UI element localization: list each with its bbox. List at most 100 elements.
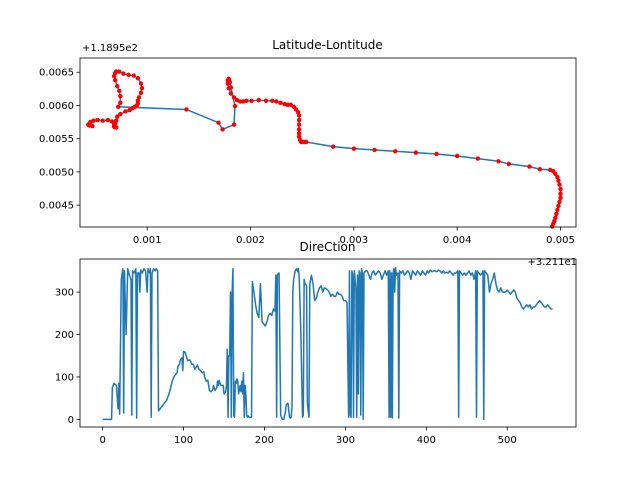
- direction-x-tick-label: 100: [174, 435, 193, 446]
- latlon-point: [123, 109, 128, 114]
- latlon-point: [226, 85, 231, 91]
- latlon-point: [413, 150, 419, 155]
- latlon-point: [116, 104, 121, 109]
- latlon-point: [231, 122, 237, 127]
- latlon-data: [86, 69, 563, 229]
- latlon-x-offset-label: +3.211e1: [527, 257, 577, 268]
- direction-x-tick-label: 0: [99, 435, 105, 446]
- latlon-point: [434, 151, 439, 157]
- latlon-point: [304, 139, 309, 145]
- latlon-x-tick-label: 0.004: [443, 235, 472, 246]
- latlon-frame: [79, 57, 577, 228]
- latlon-point: [296, 117, 302, 123]
- latlon-point: [274, 99, 279, 104]
- latlon-point: [553, 215, 558, 220]
- latlon-point: [135, 76, 141, 81]
- latlon-point: [506, 161, 512, 167]
- latlon-point: [111, 74, 117, 79]
- latlon-point: [184, 107, 189, 112]
- latlon-point: [249, 98, 254, 103]
- latlon-point: [112, 77, 118, 83]
- latlon-point: [105, 117, 111, 123]
- latlon-point: [91, 118, 96, 123]
- latlon-point: [558, 186, 563, 192]
- latlon-y-offset-label: +1.1895e2: [82, 43, 138, 54]
- latlon-point: [527, 164, 532, 169]
- latlon-point: [138, 90, 144, 96]
- latlon-point: [555, 207, 560, 212]
- latlon-point: [392, 149, 398, 154]
- latlon-x-tick-label: 0.002: [236, 235, 265, 246]
- latlon-point: [237, 99, 243, 104]
- latlon-point: [496, 159, 501, 164]
- latlon-point: [296, 131, 302, 136]
- direction-series-line: [102, 266, 553, 421]
- direction-x-tick-label: 300: [336, 435, 355, 446]
- latlon-point: [263, 98, 269, 103]
- latlon-point: [139, 85, 145, 91]
- direction-x-tick-label: 200: [255, 435, 274, 446]
- latlon-point: [553, 171, 558, 177]
- latlon-point: [115, 114, 120, 119]
- latlon-point: [115, 83, 120, 89]
- latlon-panel: Latitude-Lontitude +1.1895e2 +3.211e1 0.…: [39, 38, 577, 268]
- latlon-point: [220, 127, 225, 132]
- latlon-point: [135, 98, 141, 103]
- direction-data: [102, 266, 553, 421]
- latlon-point: [554, 211, 559, 216]
- latlon-point: [285, 102, 290, 107]
- direction-title: DireCtion: [300, 240, 356, 254]
- latlon-point: [231, 95, 237, 100]
- direction-y-tick-label: 0: [68, 415, 74, 426]
- latlon-point: [232, 103, 238, 109]
- latlon-y-tick-label: 0.0045: [39, 201, 74, 212]
- latlon-point: [131, 73, 136, 78]
- latlon-point: [225, 81, 230, 86]
- latlon-point: [126, 72, 131, 78]
- latlon-point: [558, 191, 563, 197]
- latlon-point: [296, 127, 302, 132]
- latlon-point: [256, 97, 261, 103]
- latlon-point: [216, 120, 221, 125]
- latlon-point: [295, 109, 301, 115]
- latlon-point: [296, 122, 302, 127]
- latlon-point: [111, 124, 117, 129]
- latlon-point: [118, 100, 123, 105]
- latlon-point: [330, 144, 336, 149]
- direction-ticks: 0 100 200 300 400 500 0 100 200 300: [55, 288, 517, 446]
- latlon-point: [270, 98, 275, 103]
- direction-x-tick-label: 400: [417, 435, 436, 446]
- direction-y-tick-label: 100: [55, 372, 74, 383]
- latlon-ticks: 0.001 0.002 0.003 0.004 0.005 0.0045 0.0050 0.0…: [39, 68, 575, 246]
- latlon-title: Latitude-Lontitude: [272, 38, 383, 52]
- direction-x-tick-label: 500: [498, 435, 517, 446]
- latlon-y-tick-label: 0.0055: [39, 134, 74, 145]
- latlon-point: [117, 88, 122, 94]
- latlon-point: [225, 77, 230, 83]
- latlon-point: [557, 182, 562, 187]
- latlon-point: [113, 118, 119, 123]
- latlon-point: [228, 91, 234, 96]
- latlon-point: [121, 71, 126, 76]
- latlon-y-tick-label: 0.0065: [39, 68, 74, 79]
- latlon-point: [138, 81, 144, 86]
- latlon-point: [117, 69, 122, 74]
- latlon-point: [296, 134, 302, 139]
- latlon-point: [550, 224, 555, 229]
- latlon-y-tick-label: 0.0050: [39, 167, 74, 178]
- latlon-point: [557, 199, 562, 205]
- latlon-point: [556, 203, 561, 209]
- latlon-x-tick-label: 0.003: [340, 235, 369, 246]
- latlon-point: [454, 153, 460, 159]
- latlon-point: [555, 175, 560, 180]
- latlon-point: [100, 118, 105, 123]
- latlon-point: [118, 111, 123, 117]
- latlon-point: [372, 147, 377, 153]
- latlon-point: [244, 98, 249, 103]
- direction-y-tick-label: 300: [55, 288, 74, 299]
- latlon-point: [537, 167, 543, 172]
- latlon-point: [296, 113, 302, 118]
- latlon-point: [475, 156, 481, 161]
